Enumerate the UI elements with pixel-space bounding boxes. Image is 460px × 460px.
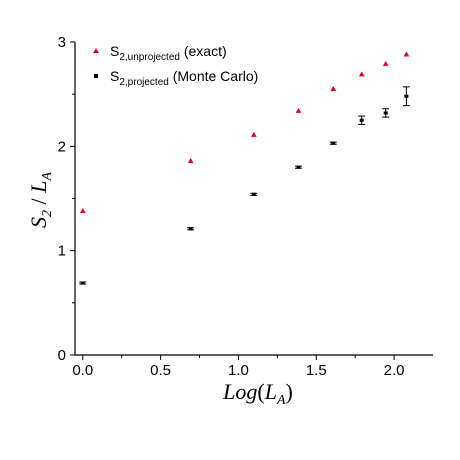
data-point-unprojected xyxy=(187,157,194,163)
series-layer xyxy=(79,51,410,285)
data-point-projected xyxy=(251,192,256,196)
data-point-projected xyxy=(296,165,301,169)
data-point-projected xyxy=(359,118,364,122)
data-point-projected xyxy=(331,141,336,145)
data-point-unprojected xyxy=(330,85,337,91)
y-axis-ticks: 0 1 2 3 xyxy=(58,34,75,364)
legend: S2,unprojected (exact) S2,projected (Mon… xyxy=(93,43,258,88)
x-tick-label: 1.0 xyxy=(228,362,249,379)
legend-marker xyxy=(94,74,98,78)
legend-label: S2,unprojected (exact) xyxy=(110,43,227,63)
y-tick-label: 3 xyxy=(58,34,66,51)
x-axis-ticks: 0.0 0.5 1.0 1.5 2.0 xyxy=(72,355,405,379)
x-tick-label: 0.0 xyxy=(72,362,93,379)
y-tick-label: 1 xyxy=(58,243,66,260)
legend-marker xyxy=(93,48,99,53)
legend-label: S2,projected (Monte Carlo) xyxy=(110,68,258,88)
plot-frame xyxy=(74,42,433,356)
y-tick-label: 2 xyxy=(58,138,66,155)
data-point-unprojected xyxy=(251,131,257,137)
x-tick-label: 2.0 xyxy=(384,362,405,379)
x-axis-label: Log(LA) xyxy=(222,379,293,408)
data-point-projected xyxy=(383,111,388,115)
x-tick-label: 0.5 xyxy=(150,362,171,379)
data-point-unprojected xyxy=(79,208,86,214)
data-point-projected xyxy=(404,94,409,98)
data-point-projected xyxy=(80,281,85,285)
data-point-unprojected xyxy=(358,71,365,77)
data-point-unprojected xyxy=(295,107,302,113)
legend-item-projected: S2,projected (Monte Carlo) xyxy=(94,68,258,88)
legend-item-unprojected: S2,unprojected (exact) xyxy=(93,43,227,63)
data-point-unprojected xyxy=(403,51,410,57)
y-tick-label: 0 xyxy=(58,347,66,364)
y-axis-label: S2 / LA xyxy=(26,172,55,228)
data-point-unprojected xyxy=(382,60,389,66)
x-tick-label: 1.5 xyxy=(306,362,327,379)
data-point-projected xyxy=(188,227,193,231)
